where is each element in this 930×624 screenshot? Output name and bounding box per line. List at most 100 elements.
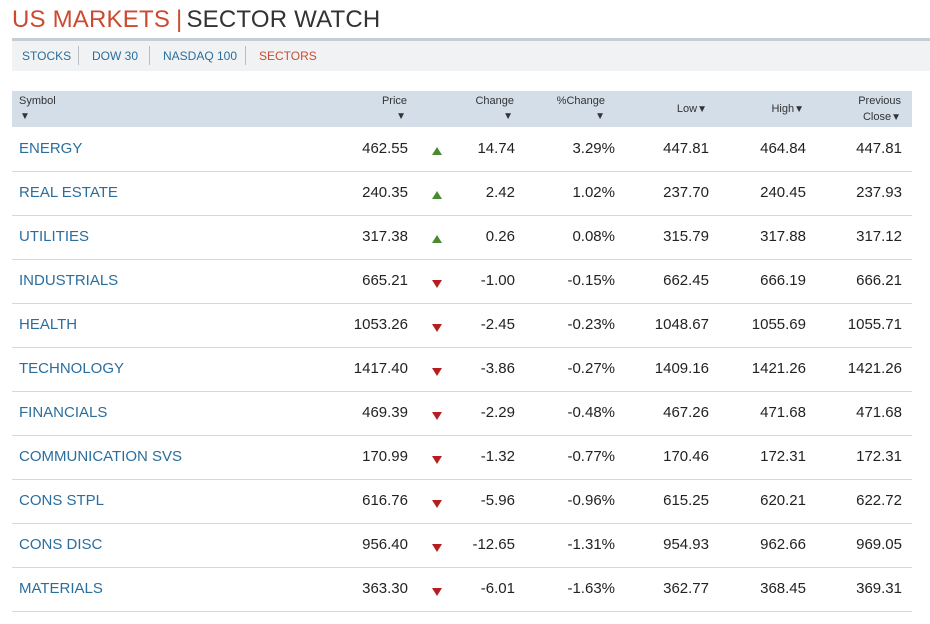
high-value: 317.88 [760, 228, 806, 245]
triangle-down-icon [432, 456, 442, 464]
sort-down-arrow-icon[interactable]: ▼ [891, 112, 901, 123]
tab-nasdaq-100[interactable]: NASDAQ 100 [163, 49, 238, 63]
tab-dow-30[interactable]: DOW 30 [92, 49, 139, 63]
previous-close-value: 317.12 [856, 228, 902, 245]
pct-change-value: 3.29% [572, 140, 615, 157]
table-row[interactable]: CONS DISC 956.40 -12.65 -1.31% 954.93 96… [12, 523, 912, 568]
low-value: 237.70 [663, 184, 709, 201]
sort-down-arrow-icon[interactable]: ▼ [396, 111, 406, 122]
table-header: Symbol ▼ Price ▼ Change ▼ %Change ▼ Low▼… [12, 91, 912, 127]
triangle-down-icon [432, 412, 442, 420]
triangle-down-icon [432, 500, 442, 508]
title-underline [12, 38, 930, 41]
previous-close-value: 1421.26 [847, 360, 902, 377]
tab-sectors[interactable]: SECTORS [259, 49, 317, 63]
previous-close-value: 447.81 [856, 140, 902, 157]
low-value: 615.25 [663, 492, 709, 509]
sort-down-arrow-icon[interactable]: ▼ [794, 104, 804, 115]
sector-symbol-link[interactable]: HEALTH [19, 316, 78, 333]
low-value: 315.79 [663, 228, 709, 245]
col-high-label[interactable]: High▼ [771, 103, 804, 115]
high-value: 464.84 [760, 140, 806, 157]
pct-change-value: 1.02% [572, 184, 615, 201]
previous-close-value: 622.72 [856, 492, 902, 509]
table-row[interactable]: UTILITIES 317.38 0.26 0.08% 315.79 317.8… [12, 215, 912, 260]
sector-symbol-link[interactable]: TECHNOLOGY [19, 360, 125, 377]
table-row[interactable]: MATERIALS 363.30 -6.01 -1.63% 362.77 368… [12, 567, 912, 612]
triangle-down-icon [432, 588, 442, 596]
sector-symbol-link[interactable]: UTILITIES [19, 228, 90, 245]
sector-symbol-link[interactable]: MATERIALS [19, 580, 103, 597]
title-separator: | [176, 6, 183, 33]
sort-down-arrow-icon[interactable]: ▼ [503, 111, 513, 122]
previous-close-value: 666.21 [856, 272, 902, 289]
price-value: 317.38 [362, 228, 408, 245]
previous-close-value: 471.68 [856, 404, 902, 421]
change-value: -12.65 [472, 536, 515, 553]
pct-change-value: -0.23% [567, 316, 615, 333]
col-price-label[interactable]: Price [381, 95, 407, 107]
previous-close-value: 1055.71 [847, 316, 902, 333]
high-value: 368.45 [760, 580, 806, 597]
sort-down-arrow-icon[interactable]: ▼ [595, 111, 605, 122]
triangle-down-icon [432, 544, 442, 552]
pct-change-value: -0.48% [567, 404, 615, 421]
title-us-markets: US MARKETS [12, 6, 171, 33]
tab-stocks[interactable]: STOCKS [22, 49, 72, 63]
sector-symbol-link[interactable]: CONS DISC [19, 536, 103, 553]
change-value: 0.26 [485, 228, 515, 245]
price-value: 665.21 [362, 272, 408, 289]
title-sector-watch: SECTOR WATCH [186, 6, 381, 33]
sector-symbol-link[interactable]: FINANCIALS [19, 404, 108, 421]
market-subnav: STOCKS DOW 30 NASDAQ 100 SECTORS [12, 41, 930, 71]
sector-symbol-link[interactable]: CONS STPL [19, 492, 105, 509]
high-value: 1421.26 [751, 360, 806, 377]
change-value: -2.45 [480, 316, 515, 333]
table-row[interactable]: COMMUNICATION SVS 170.99 -1.32 -0.77% 17… [12, 435, 912, 480]
col-low-label[interactable]: Low▼ [676, 103, 707, 115]
triangle-down-icon [432, 368, 442, 376]
sector-symbol-link[interactable]: ENERGY [19, 140, 83, 157]
table-row[interactable]: HEALTH 1053.26 -2.45 -0.23% 1048.67 1055… [12, 303, 912, 348]
pct-change-value: -1.63% [567, 580, 615, 597]
col-previous-label[interactable]: Previous [858, 95, 901, 107]
pct-change-value: -1.31% [567, 536, 615, 553]
sort-down-arrow-icon[interactable]: ▼ [697, 104, 707, 115]
high-value: 471.68 [760, 404, 806, 421]
triangle-up-icon [432, 191, 442, 199]
sector-symbol-link[interactable]: INDUSTRIALS [19, 272, 119, 289]
price-value: 462.55 [362, 140, 408, 157]
table-row[interactable]: FINANCIALS 469.39 -2.29 -0.48% 467.26 47… [12, 391, 912, 436]
table-row[interactable]: ENERGY 462.55 14.74 3.29% 447.81 464.84 … [12, 127, 912, 172]
col-symbol-label[interactable]: Symbol [19, 95, 56, 107]
triangle-down-icon [432, 280, 442, 288]
price-value: 363.30 [362, 580, 408, 597]
table-row[interactable]: TECHNOLOGY 1417.40 -3.86 -0.27% 1409.16 … [12, 347, 912, 392]
table-row[interactable]: REAL ESTATE 240.35 2.42 1.02% 237.70 240… [12, 171, 912, 216]
price-value: 170.99 [362, 448, 408, 465]
col-pct-change-label[interactable]: %Change [556, 95, 605, 107]
table-row[interactable]: CONS STPL 616.76 -5.96 -0.96% 615.25 620… [12, 479, 912, 524]
high-value: 172.31 [760, 448, 806, 465]
sector-symbol-link[interactable]: REAL ESTATE [19, 184, 118, 201]
low-value: 1409.16 [654, 360, 709, 377]
low-value: 170.46 [663, 448, 709, 465]
table-row[interactable]: INDUSTRIALS 665.21 -1.00 -0.15% 662.45 6… [12, 259, 912, 304]
page-title: US MARKETS | SECTOR WATCH [12, 6, 380, 34]
sort-down-arrow-icon[interactable]: ▼ [20, 111, 30, 122]
triangle-up-icon [432, 235, 442, 243]
pct-change-value: -0.15% [567, 272, 615, 289]
col-change-label[interactable]: Change [475, 95, 514, 107]
price-value: 469.39 [362, 404, 408, 421]
nav-divider [245, 46, 246, 65]
sector-symbol-link[interactable]: COMMUNICATION SVS [19, 448, 183, 465]
triangle-up-icon [432, 147, 442, 155]
previous-close-value: 172.31 [856, 448, 902, 465]
low-value: 1048.67 [654, 316, 709, 333]
change-value: -5.96 [480, 492, 515, 509]
change-value: -3.86 [480, 360, 515, 377]
triangle-down-icon [432, 324, 442, 332]
low-value: 954.93 [663, 536, 709, 553]
col-close-label[interactable]: Close▼ [862, 111, 901, 123]
price-value: 956.40 [362, 536, 408, 553]
